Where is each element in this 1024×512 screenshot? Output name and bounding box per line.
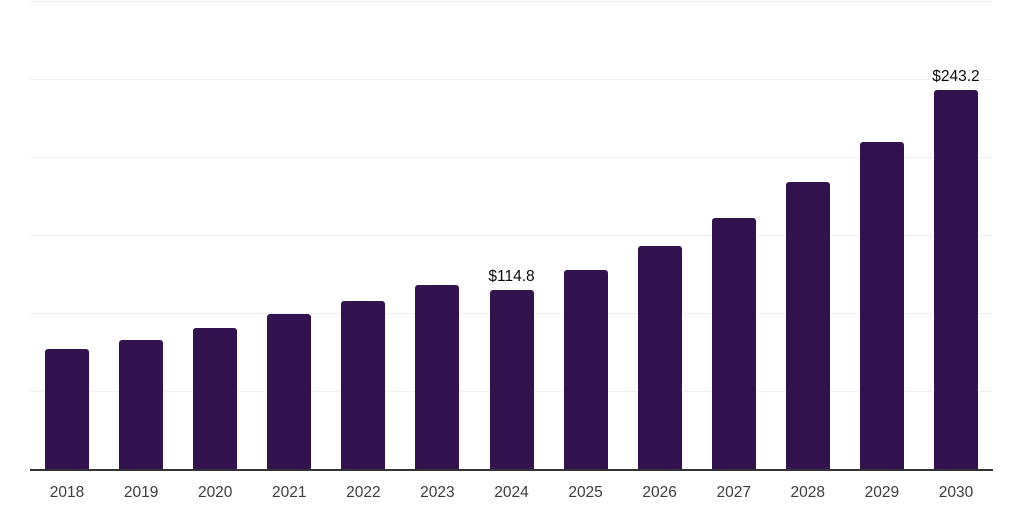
x-tick-label-2019: 2019 xyxy=(123,484,159,501)
bar-2021 xyxy=(267,314,312,470)
x-tick-label-2018: 2018 xyxy=(49,484,85,501)
bar-2019 xyxy=(119,340,164,470)
bar-2027 xyxy=(711,217,756,470)
bar-2024 xyxy=(489,290,534,470)
x-tick-label-2029: 2029 xyxy=(864,484,900,501)
x-tick-label-2024: 2024 xyxy=(494,484,529,501)
x-tick-label-2025: 2025 xyxy=(568,484,603,501)
x-tick-label-2030: 2030 xyxy=(938,484,974,501)
gridline-150 xyxy=(30,235,993,236)
x-tick-label-2021: 2021 xyxy=(272,484,307,501)
bar-2026 xyxy=(637,245,682,470)
gridline-250 xyxy=(30,79,993,80)
x-tick-label-2028: 2028 xyxy=(790,484,826,501)
x-tick-label-2026: 2026 xyxy=(642,484,677,501)
x-tick-label-2022: 2022 xyxy=(346,484,381,501)
bar-value-label-2030: $243.2 xyxy=(932,68,980,86)
x-axis-line xyxy=(30,468,993,471)
x-tick-label-2027: 2027 xyxy=(716,484,751,501)
bar-2022 xyxy=(341,301,386,470)
bar-2020 xyxy=(193,327,238,470)
gridline-200 xyxy=(30,157,993,158)
gridline-300 xyxy=(30,1,993,2)
bar-2030 xyxy=(933,90,978,470)
bar-2028 xyxy=(785,182,830,470)
bar-value-label-2024: $114.8 xyxy=(488,268,535,286)
bar-2029 xyxy=(859,141,904,470)
x-tick-label-2020: 2020 xyxy=(197,484,233,501)
bar-2018 xyxy=(45,349,90,470)
x-tick-label-2023: 2023 xyxy=(420,484,455,501)
bar-2023 xyxy=(415,284,460,470)
bar-2025 xyxy=(563,269,608,470)
